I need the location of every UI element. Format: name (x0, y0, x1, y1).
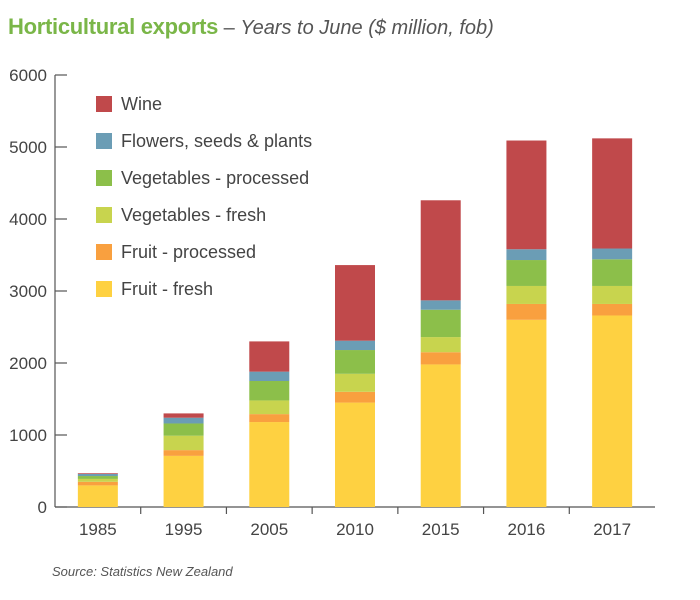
y-axis: 0 1000 2000 3000 4000 5000 6000 (9, 66, 67, 517)
bar-segment-vegetables-processed-2005 (249, 381, 290, 401)
bar-segment-wine-1995 (163, 413, 204, 418)
legend-swatch (96, 133, 112, 149)
bar-segment-fruit-processed-2017 (592, 303, 633, 316)
bar-segment-vegetables-fresh-2005 (249, 400, 290, 415)
y-tick-label: 3000 (9, 282, 47, 301)
legend-swatch (96, 207, 112, 223)
bar-segment-wine-2016 (506, 140, 547, 250)
bar-segment-fruit-fresh-2017 (592, 315, 633, 507)
bar-segment-flowers-seeds-plants-1985 (77, 473, 118, 477)
y-tick-label: 5000 (9, 138, 47, 157)
bar-segment-wine-2015 (420, 200, 461, 301)
bar-segment-flowers-seeds-plants-1995 (163, 417, 204, 424)
y-tick-label: 2000 (9, 354, 47, 373)
bar-segment-wine-1985 (77, 473, 118, 474)
bar-segment-flowers-seeds-plants-2010 (335, 340, 375, 351)
bar-segment-vegetables-processed-2017 (592, 259, 633, 286)
y-tick-label: 1000 (9, 426, 47, 445)
source-note: Source: Statistics New Zealand (52, 564, 233, 579)
bar-segment-fruit-processed-2005 (249, 414, 290, 423)
bar-segment-vegetables-processed-1985 (77, 476, 118, 479)
x-axis: 1985 1995 2005 2010 2015 2016 2017 (55, 506, 655, 539)
bar-segment-wine-2010 (335, 265, 375, 341)
bar-segment-fruit-processed-2015 (420, 352, 461, 365)
bar-segment-fruit-fresh-2010 (335, 402, 375, 507)
bar-segment-vegetables-fresh-1985 (77, 478, 118, 482)
chart-subtitle: Years to June ($ million, fob) (240, 17, 494, 39)
chart-title-main: Horticultural exports (8, 14, 219, 39)
legend-label: Vegetables - fresh (121, 205, 266, 225)
bar-segment-fruit-fresh-2015 (420, 364, 461, 507)
bar-segment-vegetables-processed-2010 (335, 350, 375, 374)
bar-segment-fruit-fresh-1985 (77, 485, 118, 507)
bar-segment-wine-2005 (249, 341, 290, 372)
bar-segment-vegetables-processed-1995 (163, 423, 204, 436)
bar-segment-fruit-processed-1995 (163, 450, 204, 456)
bar-segment-flowers-seeds-plants-2005 (249, 371, 290, 381)
bars (77, 138, 633, 507)
bar-segment-vegetables-fresh-1995 (163, 435, 204, 451)
bar-segment-fruit-processed-2016 (506, 303, 547, 320)
legend-label: Fruit - processed (121, 242, 256, 262)
x-tick-label: 2010 (336, 520, 374, 539)
bar-segment-fruit-processed-1985 (77, 481, 118, 486)
bar-segment-fruit-fresh-2005 (249, 422, 290, 507)
bar-segment-fruit-fresh-1995 (163, 455, 204, 507)
bar-segment-vegetables-processed-2015 (420, 309, 461, 338)
x-tick-label: 1985 (79, 520, 117, 539)
legend-label: Flowers, seeds & plants (121, 131, 312, 151)
bar-segment-flowers-seeds-plants-2017 (592, 248, 633, 260)
bar-segment-flowers-seeds-plants-2016 (506, 249, 547, 261)
bar-segment-vegetables-processed-2016 (506, 260, 547, 286)
bar-segment-vegetables-fresh-2016 (506, 285, 547, 304)
bar-segment-vegetables-fresh-2017 (592, 285, 633, 304)
legend-swatch (96, 96, 112, 112)
bar-segment-flowers-seeds-plants-2015 (420, 300, 461, 310)
x-tick-label: 2017 (593, 520, 631, 539)
y-tick-label: 6000 (9, 66, 47, 85)
legend-swatch (96, 244, 112, 260)
legend-swatch (96, 170, 112, 186)
bar-segment-wine-2017 (592, 138, 633, 249)
bar-segment-fruit-processed-2010 (335, 391, 375, 403)
legend-label: Vegetables - processed (121, 168, 309, 188)
x-tick-label: 2005 (250, 520, 288, 539)
bar-segment-vegetables-fresh-2010 (335, 373, 375, 392)
chart-title: Horticultural exports – Years to June ($… (8, 14, 494, 40)
chart-title-separator: – (218, 17, 241, 39)
x-tick-label: 2016 (508, 520, 546, 539)
bar-segment-vegetables-fresh-2015 (420, 337, 461, 353)
x-tick-label: 1995 (165, 520, 203, 539)
stacked-bar-chart: 0 1000 2000 3000 4000 5000 6000 1985 1995 2005 20… (9, 66, 655, 539)
legend-label: Wine (121, 94, 162, 114)
y-tick-label: 4000 (9, 210, 47, 229)
legend-swatch (96, 281, 112, 297)
legend-label: Fruit - fresh (121, 279, 213, 299)
x-tick-label: 2015 (422, 520, 460, 539)
legend: Wine Flowers, seeds & plants Vegetables - … (96, 94, 312, 299)
y-tick-label: 0 (38, 498, 47, 517)
bar-segment-fruit-fresh-2016 (506, 319, 547, 507)
